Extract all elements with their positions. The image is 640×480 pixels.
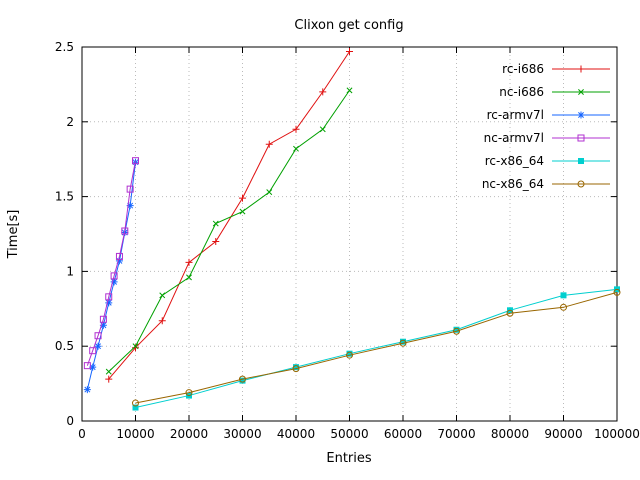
marker-plus <box>105 375 113 383</box>
series-line-nc-armv7l <box>86 160 136 366</box>
marker-square-filled <box>239 377 246 384</box>
marker-cross <box>578 89 584 95</box>
marker-star <box>89 364 96 371</box>
marker-plus <box>212 237 220 245</box>
y-tick-label: 1 <box>66 264 74 278</box>
marker-circle-open <box>560 303 567 311</box>
marker-circle-open <box>132 399 139 407</box>
marker-square-filled <box>578 158 584 164</box>
x-tick-label: 50000 <box>330 427 368 441</box>
marker-square-filled <box>346 350 353 357</box>
series-line-nc-i686 <box>108 90 350 372</box>
legend-label: rc-x86_64 <box>485 154 544 168</box>
marker-cross <box>239 208 246 215</box>
marker-square-open <box>115 252 123 260</box>
marker-square-open <box>89 347 97 355</box>
marker-plus <box>265 140 273 148</box>
marker-plus <box>158 317 166 325</box>
marker-plus <box>292 125 300 133</box>
series-line-rc-armv7l <box>86 162 136 390</box>
chart-title: Clixon get config <box>294 18 403 33</box>
x-tick-label: 30000 <box>223 427 261 441</box>
y-tick-label: 1.5 <box>55 190 74 204</box>
marker-cross <box>159 292 166 299</box>
marker-cross <box>319 126 326 133</box>
axis-layer: 0 10000 20000 30000 40000 50000 60000 70000 8000… <box>55 40 640 441</box>
y-axis-label: Time[s] <box>6 210 21 260</box>
marker-circle-open <box>292 365 300 373</box>
marker-cross <box>105 368 112 375</box>
marker-circle-open <box>346 351 353 359</box>
marker-square-open <box>105 293 113 301</box>
series-line-rc-i686 <box>108 51 350 380</box>
marker-star <box>578 112 584 118</box>
marker-circle-open <box>453 327 460 335</box>
marker-square-filled <box>400 338 406 345</box>
marker-circle-open <box>239 375 246 383</box>
marker-plus <box>185 258 193 266</box>
marker-square-open <box>121 227 129 235</box>
legend: rc-i686 nc-i686 rc-armv7l nc-armv7l rc-x86_6… <box>482 62 610 191</box>
series-line-rc-x86_64 <box>135 288 618 409</box>
marker-square-filled <box>293 364 299 371</box>
marker-cross <box>212 220 219 227</box>
y-tick-label: 2 <box>66 115 74 129</box>
marker-square-open <box>126 185 134 193</box>
marker-cross <box>266 189 273 196</box>
y-tick-label: 0 <box>66 414 74 428</box>
legend-label: rc-i686 <box>502 62 544 76</box>
legend-label: rc-armv7l <box>487 108 544 122</box>
marker-plus <box>239 194 246 202</box>
marker-star <box>84 386 91 393</box>
marker-square-open <box>83 362 91 370</box>
marker-square-open <box>132 157 139 165</box>
marker-star <box>95 343 102 350</box>
x-tick-label: 0 <box>78 427 86 441</box>
marker-cross <box>346 87 353 94</box>
marker-circle-open <box>613 288 621 296</box>
marker-square-filled <box>560 292 567 299</box>
marker-cross <box>132 343 139 350</box>
marker-circle-open <box>506 309 514 317</box>
series-layer <box>83 47 621 411</box>
marker-circle-open <box>577 180 585 188</box>
x-tick-label: 80000 <box>491 427 529 441</box>
legend-label: nc-armv7l <box>484 131 544 145</box>
y-tick-label: 0.5 <box>55 339 74 353</box>
marker-square-open <box>577 134 585 142</box>
marker-cross <box>293 145 299 152</box>
x-tick-label: 10000 <box>116 427 154 441</box>
marker-square-open <box>99 315 107 323</box>
x-tick-label: 40000 <box>277 427 315 441</box>
legend-label: nc-x86_64 <box>482 177 544 191</box>
marker-square-open <box>110 272 118 280</box>
x-tick-label: 90000 <box>544 427 582 441</box>
legend-label: nc-i686 <box>499 85 544 99</box>
marker-square-filled <box>132 404 139 411</box>
grid-layer <box>81 46 618 422</box>
x-tick-label: 70000 <box>437 427 475 441</box>
marker-plus <box>346 47 353 55</box>
y-tick-label: 2.5 <box>55 40 74 54</box>
series-line-nc-x86_64 <box>135 291 618 404</box>
marker-plus <box>319 88 327 96</box>
x-tick-label: 100000 <box>594 427 640 441</box>
x-axis-label: Entries <box>326 451 372 466</box>
marker-plus <box>577 65 585 73</box>
marker-circle-open <box>185 389 193 397</box>
marker-cross <box>186 274 192 281</box>
marker-circle-open <box>399 339 407 347</box>
x-tick-label: 20000 <box>170 427 208 441</box>
x-tick-label: 60000 <box>384 427 422 441</box>
marker-square-open <box>94 332 102 340</box>
marker-square-filled <box>453 326 460 333</box>
